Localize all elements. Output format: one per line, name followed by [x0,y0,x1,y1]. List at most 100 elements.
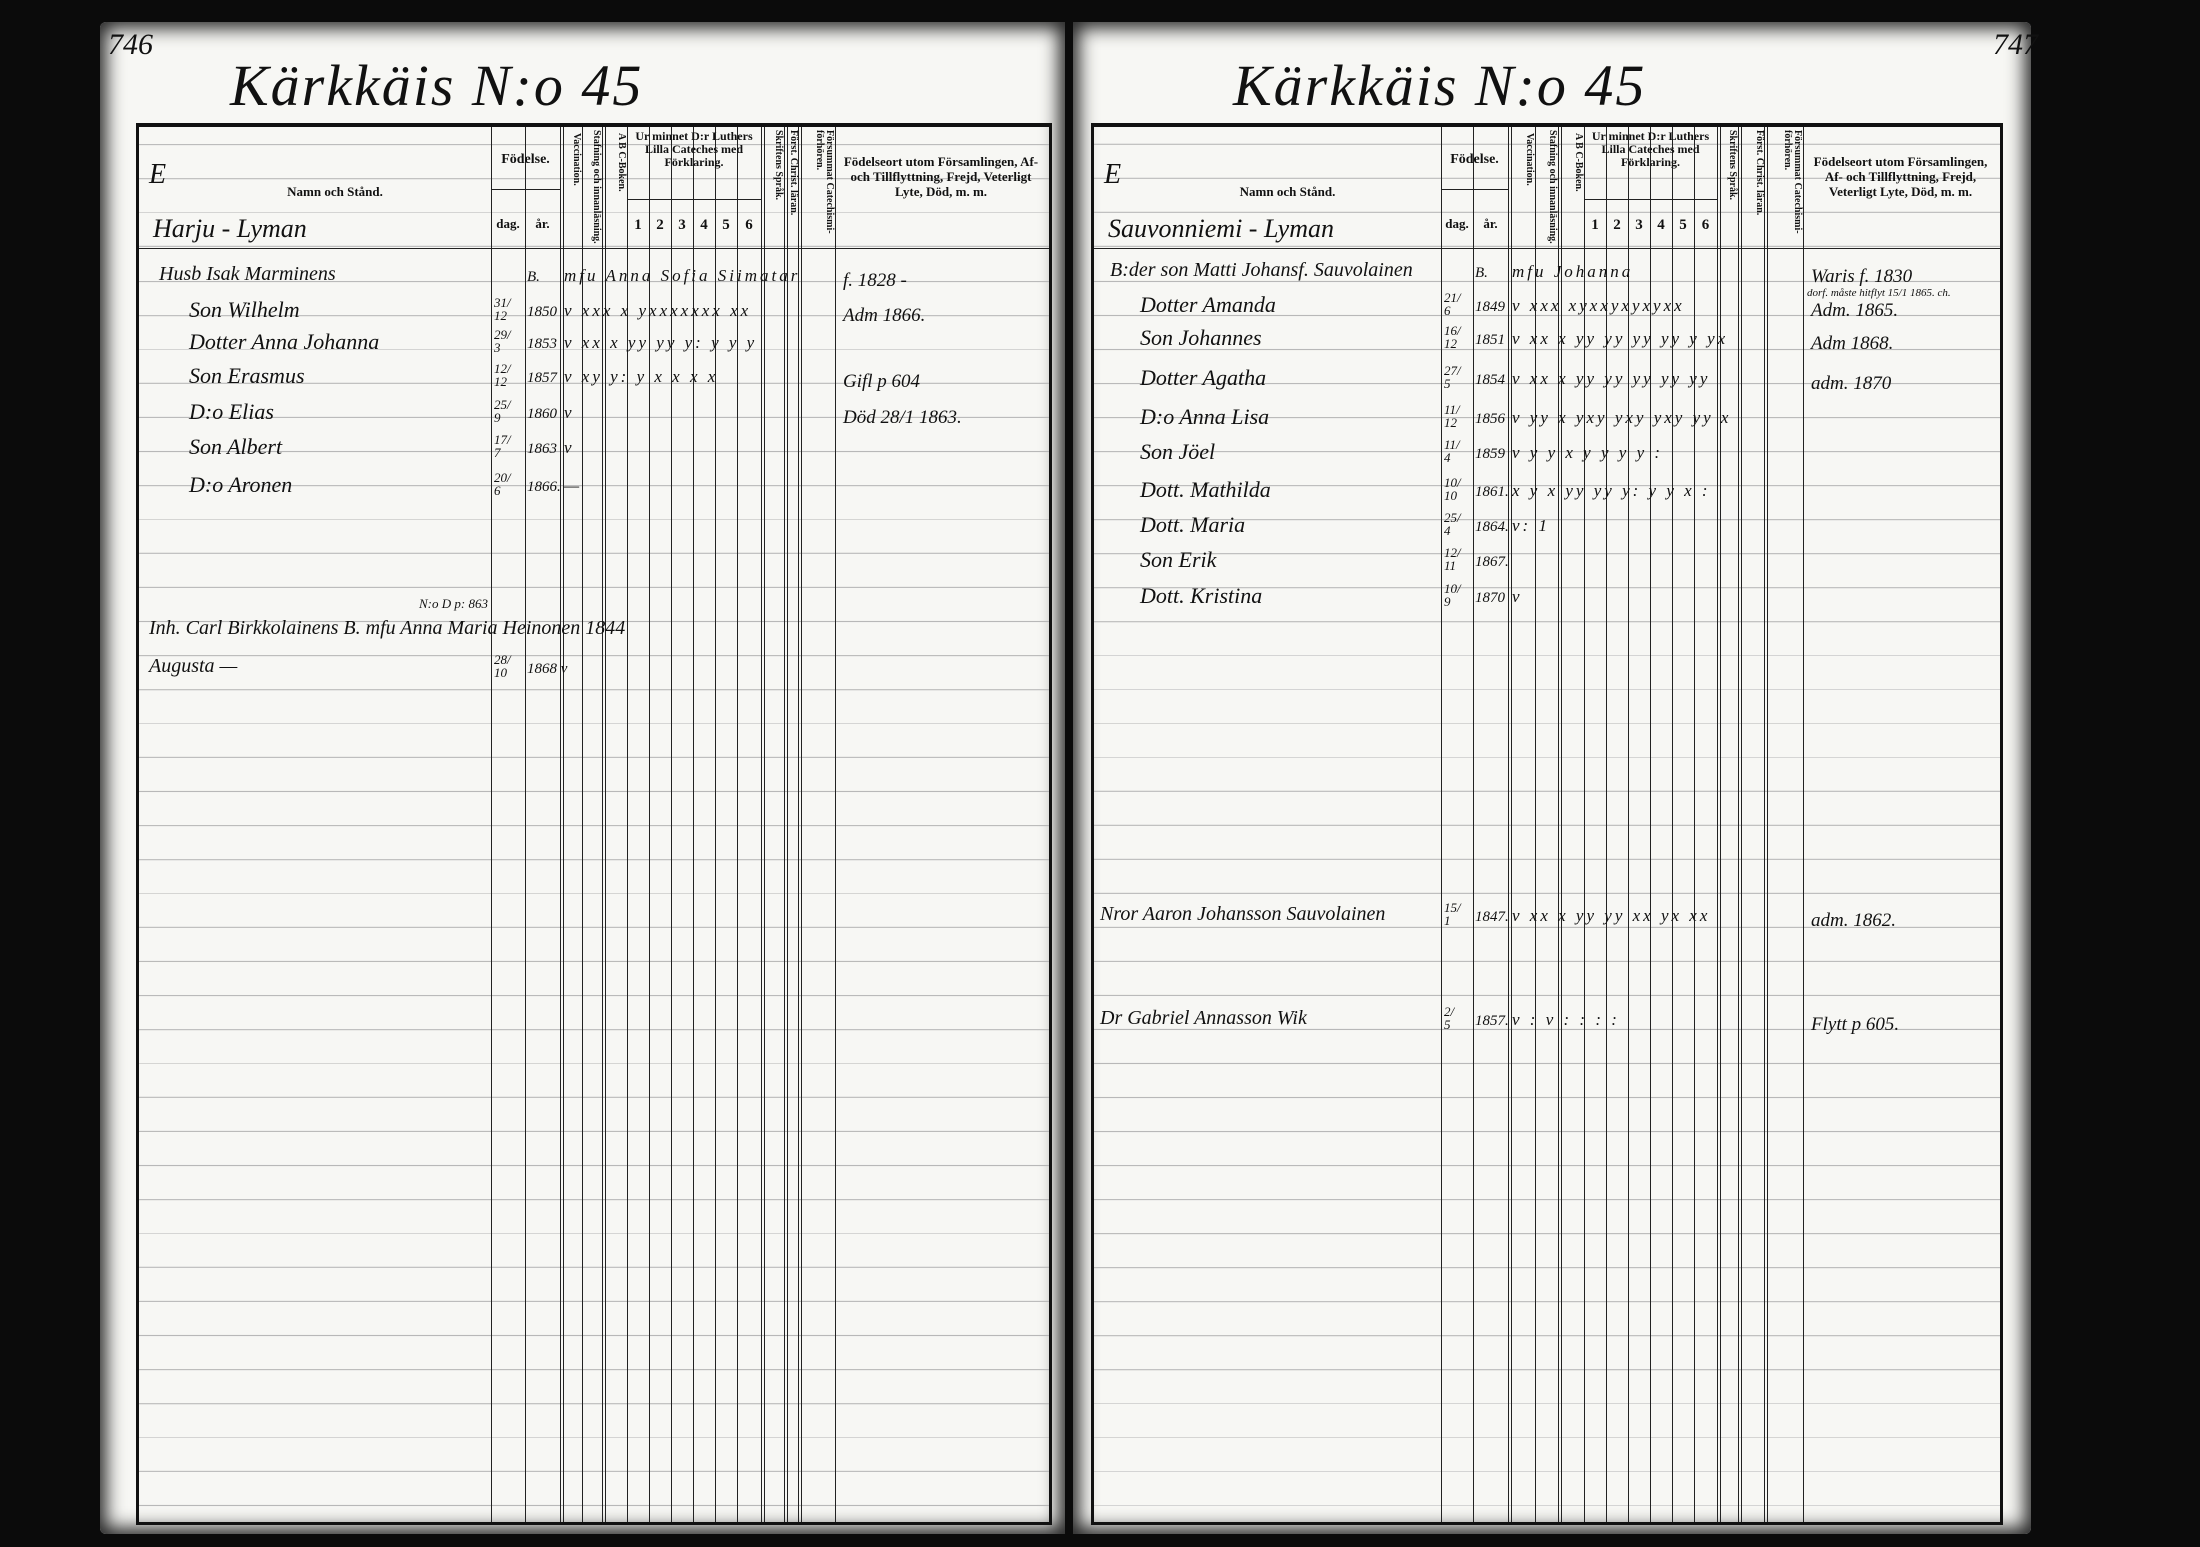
column-rule [1738,127,1739,1522]
remark-note: adm. 1870 [1811,373,1892,394]
birth-day: 28/ 10 [494,652,511,680]
birth-year: 1864. [1475,519,1509,535]
register-row: Son Johannes 16/ 12 1851 v xx x yy yy yy yy… [1094,324,2000,356]
abc-header: A B C-Boken. [1573,133,1584,192]
side-note: dorf. måste hitflyt 15/1 1865. ch. [1807,287,1951,299]
register-row: D:o Elias 25/ 9 1860 v Död 28/1 1863. [139,398,1049,430]
birth-year: B. [1475,265,1488,281]
person-name: D:o Aronen [189,472,293,497]
birth-subheader-rule [491,189,560,190]
person-name: Dotter Amanda [1140,292,1276,317]
column-rule [801,127,802,1522]
register-row: Son Jöel 11/ 4 1859 v y y x y y y y : [1094,437,2000,470]
catechism-marks: x y x yy yy y: y y x : [1512,481,1711,500]
column-rule [787,127,788,1522]
register-row: Son Wilhelm 31/ 12 1850 v xxx x yxxxxxxx xx… [139,296,1049,328]
person-name: Son Erik [1140,547,1217,572]
person-name: D:o Anna Lisa [1140,404,1270,429]
column-rule [563,127,564,1522]
birth-year: 1854 [1475,372,1505,388]
register-row-extra: Inh. Carl Birkkolainens B. mfu Anna Mari… [139,596,1049,647]
catechism-col-1: 1 [1591,217,1599,233]
stafning-header: Stafning och innanläsning. [1547,130,1558,244]
birth-year: 1867. [1475,554,1509,570]
birth-day: 25/ 4 [1444,510,1461,538]
catechism-marks: v xx x yy yy y: y y y [564,333,758,352]
column-rule [560,127,561,1522]
remark-note: Waris f. 1830 [1811,266,1913,287]
birth-year: 1853 [527,336,557,352]
catechism-col-5: 5 [1679,217,1687,233]
column-rule [1558,127,1559,1522]
register-row: D:o Anna Lisa 11/ 12 1856 v yy x yxy yxy yx… [1094,403,2000,435]
remark-note: Adm 1866. [843,305,926,326]
column-rule [671,127,672,1522]
catechism-col-5: 5 [722,217,730,233]
register-row: B:der son Matti Johansf. Sauvolainen B. mf… [1094,259,2000,289]
column-rule [649,127,650,1522]
forst-header: Först. Christ. läran. [788,130,799,216]
forsummat-header: Försummat Catechismi-förhören. [1782,130,1803,234]
header-bottom-rule [1094,248,2000,249]
person-name: Dotter Anna Johanna [189,329,380,354]
column-rule [1803,127,1804,1522]
birth-day: 10/ 10 [1444,475,1461,503]
page-title: Kärkkäis N:o 45 [230,53,644,118]
person-name: Dott. Mathilda [1140,477,1271,502]
birth-year: B. [527,269,540,285]
register-row: Husb Isak Marminens B. mfu Anna Sofia Siim… [139,263,1049,293]
column-rule [1741,127,1742,1522]
catechism-marks: v xy y: y x x x x [564,367,719,386]
column-rule [582,127,583,1522]
column-rule [1473,127,1474,1522]
catechism-marks: v: 1 [1512,516,1550,535]
year-header: år. [1483,216,1498,231]
remark-note: Död 28/1 1863. [843,407,962,428]
left-page: 746 Kärkkäis N:o 45 E Namn och Stånd. Födels… [100,22,1065,1534]
person-name: Son Johannes [1140,325,1262,350]
column-rule [1767,127,1768,1522]
column-rule [605,127,606,1522]
forsummat-header: Försummat Catechismi-förhören. [814,130,835,234]
birth-day: 2/ 5 [1444,1004,1455,1032]
person-name: Inh. Carl Birkkolainens B. mfu Anna Mari… [149,617,626,639]
column-rule [627,127,628,1522]
register-row: Son Erasmus 12/ 12 1857 v xy y: y x x x x Gi… [139,362,1049,394]
day-header: dag. [1445,216,1469,231]
section-heading: Sauvonniemi - Lyman [1108,214,1334,243]
birth-year: 1863 [527,441,557,457]
catechism-col-4: 4 [700,217,708,233]
birth-year: 1856 [1475,411,1505,427]
column-rule [761,127,762,1522]
catechism-col-6: 6 [1701,217,1710,233]
birth-day: 11/ 4 [1444,437,1460,465]
catechism-marks: v xx x yy yy yy yy y yx [1512,329,1729,348]
birth-day: 29/ 3 [494,327,511,355]
remark-note: f. 1828 - [843,270,907,291]
name-column-header: Namn och Stånd. [287,184,383,199]
birth-year: 1860 [527,406,557,422]
column-rule [1584,127,1585,1522]
register-row-extra: Augusta — 28/ 10 1868 v [139,652,1049,685]
catechism-subheader-rule [1584,199,1717,200]
birth-day: 10/ 9 [1444,581,1461,609]
person-name: Dr Gabriel Annasson Wik [1100,1007,1307,1029]
column-rule [764,127,765,1522]
register-row: Dotter Amanda 21/ 6 1849 v xxx xyxxyxyxyxx A… [1094,291,2000,323]
skrift-header: Skriftens Språk. [1727,130,1738,201]
register-row: Dott. Mathilda 10/ 10 1861. x y x yy yy y: … [1094,475,2000,508]
skrift-header: Skriftens Språk. [773,130,784,201]
vaccination-header: Vaccination. [1524,133,1535,186]
page-number: 747 [1993,28,2038,61]
column-rule [1720,127,1721,1522]
column-rule [737,127,738,1522]
birth-year: 1857. [1475,1013,1509,1029]
person-name: D:o Elias [189,399,274,424]
birth-day: 27/ 5 [1444,363,1461,391]
column-rule [835,127,836,1522]
catechism-col-3: 3 [1635,217,1643,233]
person-name: Dotter Agatha [1140,365,1267,390]
register-row: Son Albert 17/ 7 1863 v [139,433,1049,465]
column-rule [798,127,799,1522]
birth-year: 1870 [1475,590,1505,606]
